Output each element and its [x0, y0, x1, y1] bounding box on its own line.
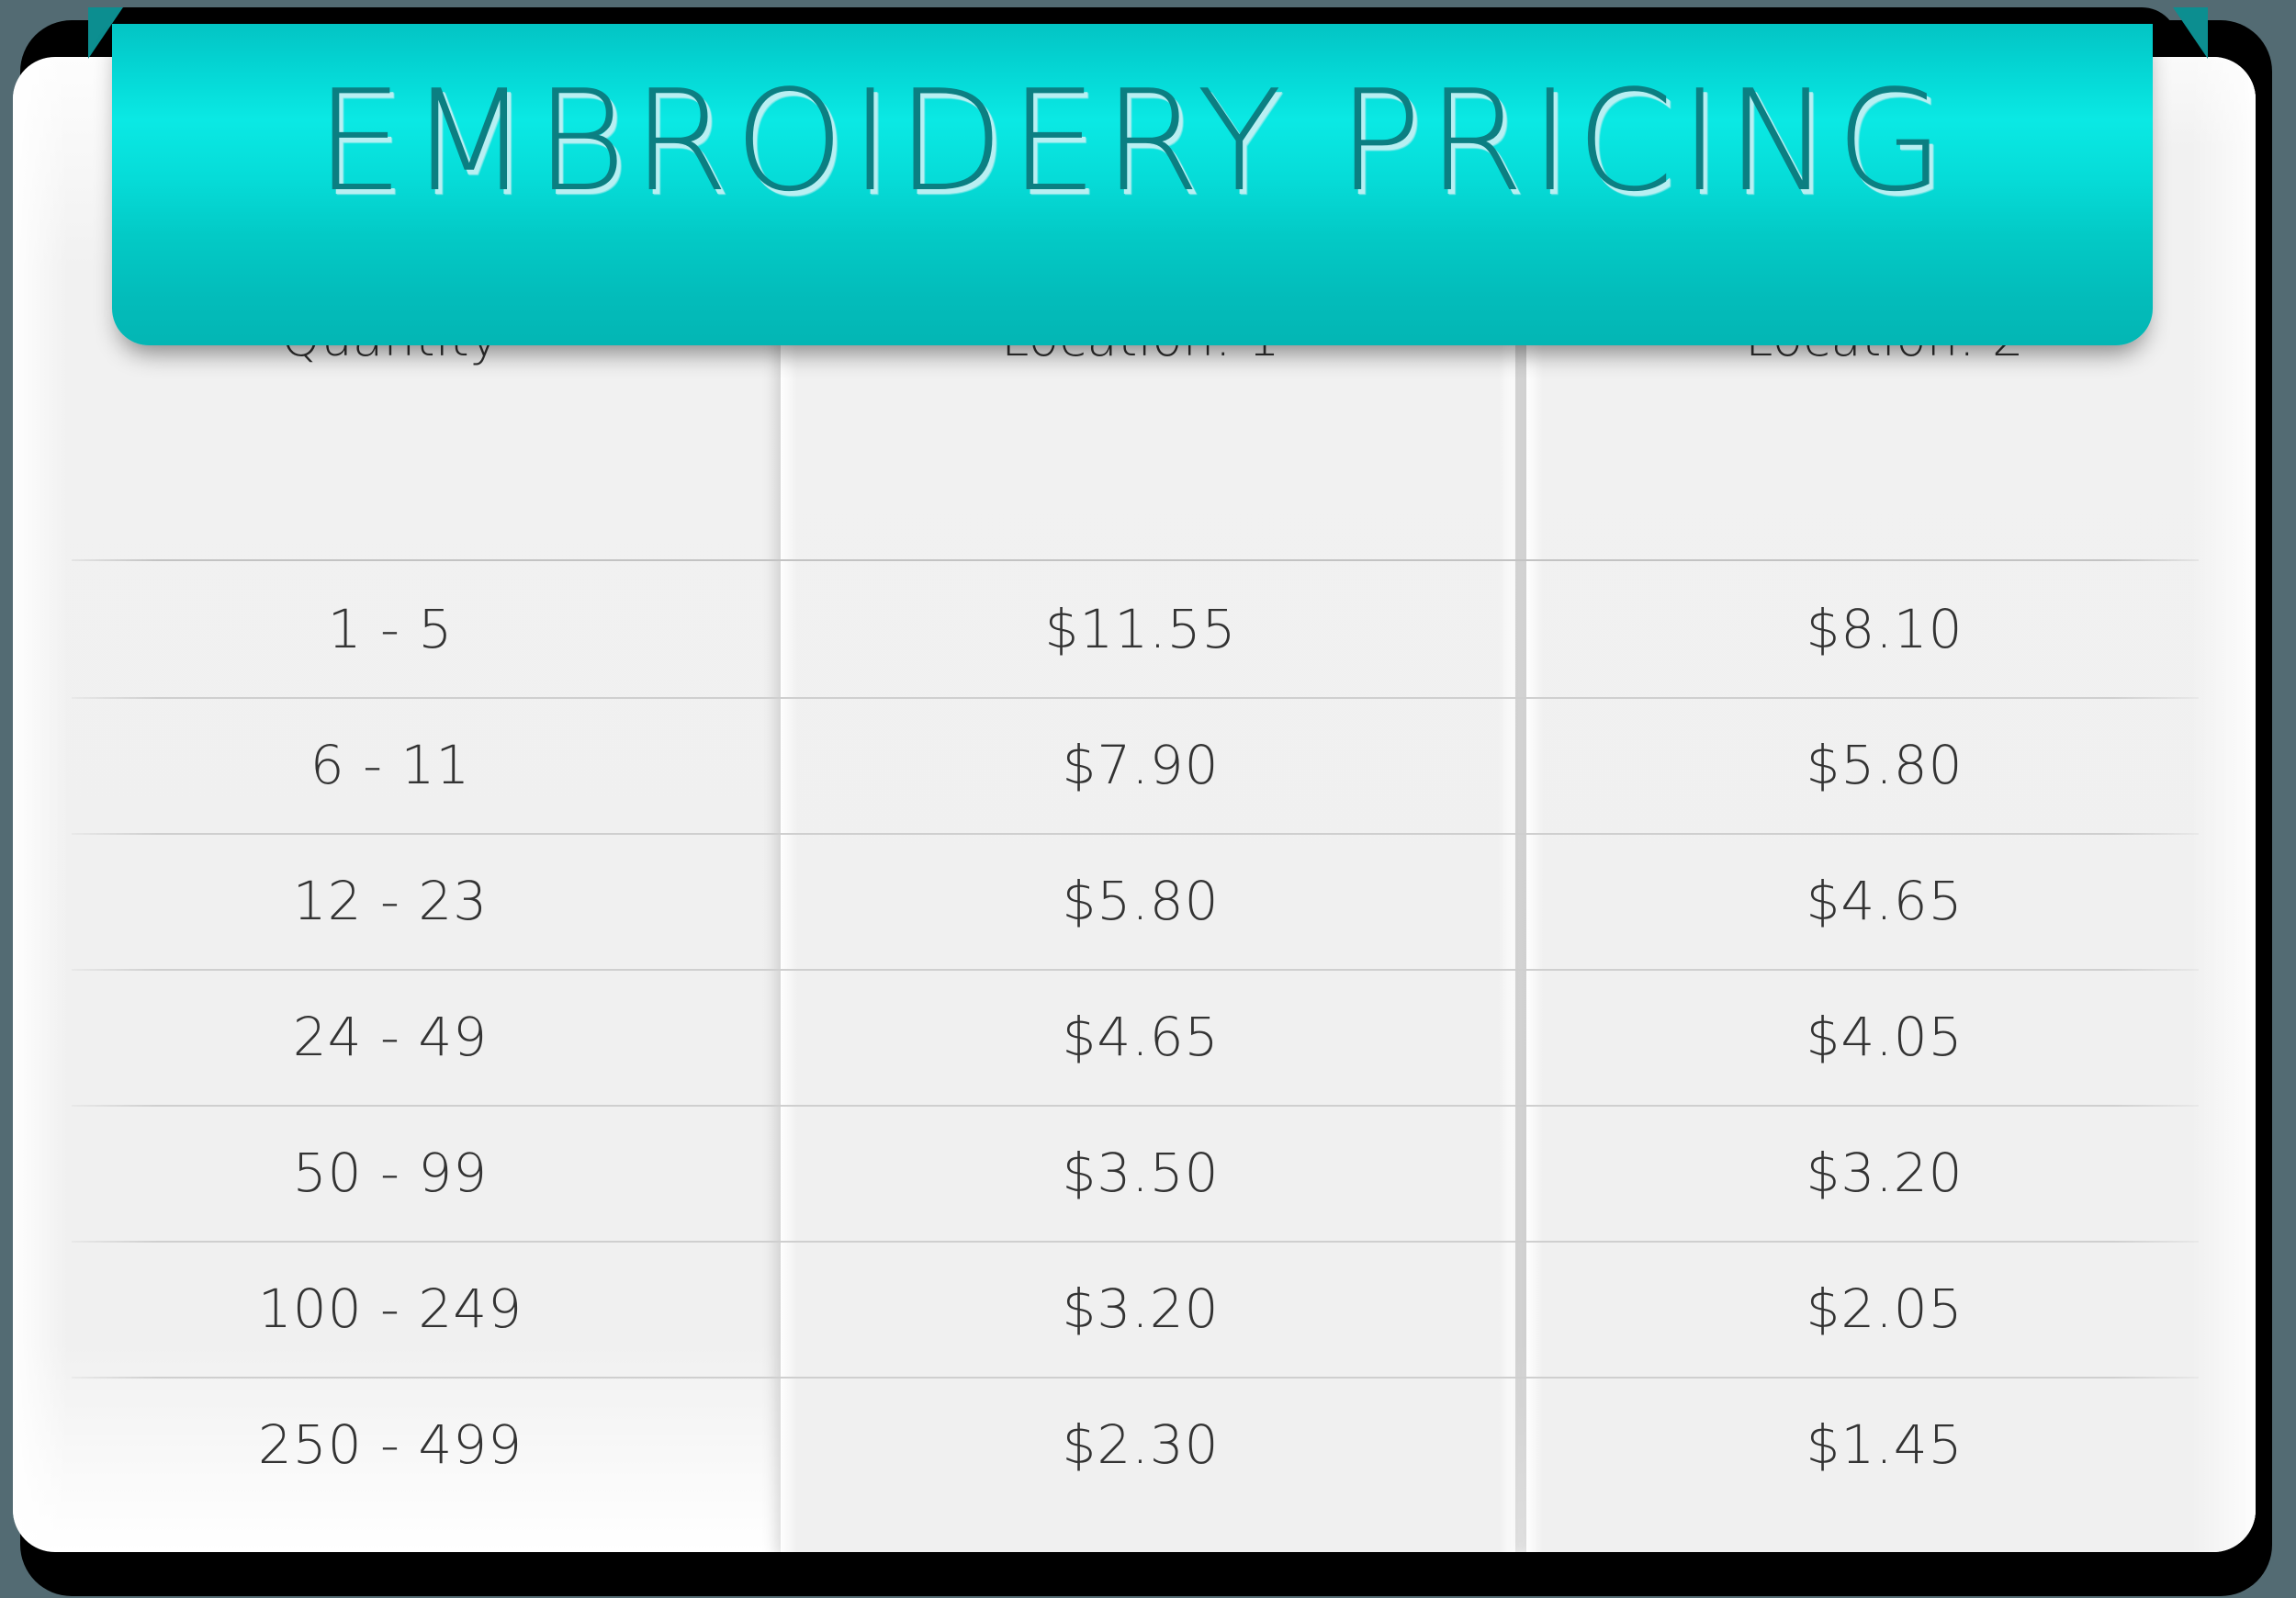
header-divider	[72, 559, 2199, 561]
cell-location-1: $4.65	[1062, 1006, 1220, 1068]
table-row: 24 - 49 $4.65 $4.05	[13, 969, 2256, 1105]
table-row: 250 - 499 $2.30 $1.45	[13, 1377, 2256, 1513]
cell-location-2: $2.05	[1806, 1277, 1964, 1340]
cell-quantity: 12 - 23	[292, 870, 489, 932]
cell-quantity: 24 - 49	[292, 1006, 489, 1068]
cell-quantity: 1 - 5	[327, 598, 454, 660]
cell-location-2: $5.80	[1806, 734, 1964, 796]
title-ribbon: EMBROIDERY PRICING	[0, 0, 2296, 367]
cell-location-2: $3.20	[1806, 1142, 1964, 1204]
page-title: EMBROIDERY PRICING	[315, 60, 1950, 222]
cell-location-1: $5.80	[1062, 870, 1220, 932]
ribbon-body: EMBROIDERY PRICING	[112, 24, 2153, 345]
cell-quantity: 50 - 99	[292, 1142, 489, 1204]
cell-location-2: $8.10	[1806, 598, 1964, 660]
table-row: 1 - 5 $11.55 $8.10	[13, 561, 2256, 697]
cell-location-1: $3.20	[1062, 1277, 1220, 1340]
cell-location-2: $1.45	[1806, 1413, 1964, 1476]
cell-location-1: $2.30	[1062, 1413, 1220, 1476]
table-row: 100 - 249 $3.20 $2.05	[13, 1241, 2256, 1377]
cell-location-1: $7.90	[1062, 734, 1220, 796]
cell-quantity: 250 - 499	[257, 1413, 523, 1476]
table-row: 50 - 99 $3.50 $3.20	[13, 1105, 2256, 1241]
cell-location-1: $11.55	[1044, 598, 1237, 660]
ribbon-fold-right-icon	[2173, 7, 2208, 59]
table-body: 1 - 5 $11.55 $8.10 6 - 11 $7.90 $5.80 12…	[13, 561, 2256, 1513]
table-row: 6 - 11 $7.90 $5.80	[13, 697, 2256, 833]
cell-quantity: 6 - 11	[310, 734, 471, 796]
cell-location-2: $4.05	[1806, 1006, 1964, 1068]
table-row: 12 - 23 $5.80 $4.65	[13, 833, 2256, 969]
cell-location-1: $3.50	[1062, 1142, 1220, 1204]
cell-location-2: $4.65	[1806, 870, 1964, 932]
cell-quantity: 100 - 249	[257, 1277, 523, 1340]
